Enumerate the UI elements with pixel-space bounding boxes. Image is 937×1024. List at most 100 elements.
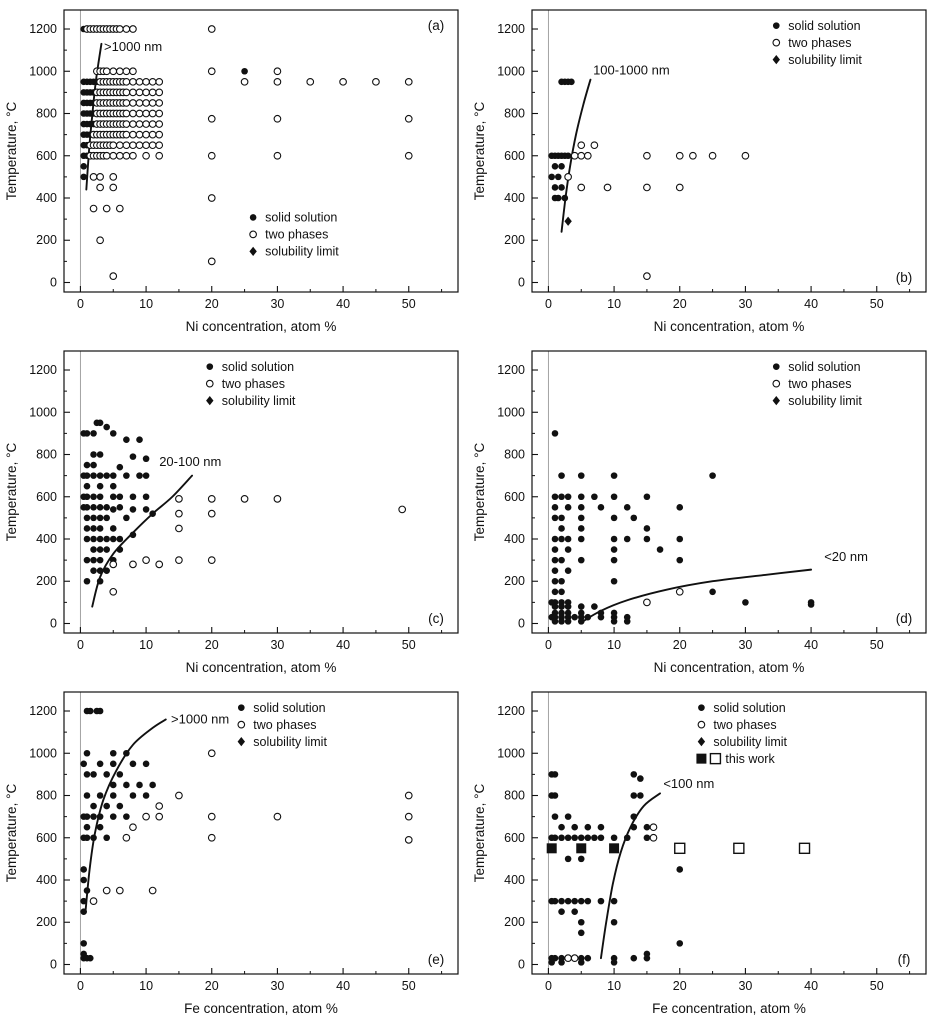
data-point [630, 792, 638, 799]
data-point [564, 535, 572, 543]
data-point [551, 588, 559, 596]
panel-letter-label: (a) [428, 18, 445, 33]
data-point [80, 940, 87, 947]
data-point [122, 833, 131, 842]
data-point [80, 908, 87, 915]
y-tick-label: 800 [504, 107, 525, 121]
legend-label: solubility limit [253, 735, 327, 749]
legend-filled-circle-icon [238, 704, 245, 711]
data-point [577, 618, 585, 625]
x-tick-label: 30 [270, 297, 284, 311]
data-point [610, 514, 618, 522]
panel-letter-label: (f) [898, 952, 911, 967]
plot-frame [531, 691, 927, 975]
data-point [96, 472, 104, 479]
y-tick-label: 400 [36, 873, 57, 887]
data-point [96, 173, 104, 181]
data-points [548, 430, 815, 625]
data-point [122, 25, 131, 33]
data-point [96, 504, 104, 511]
legend-label: two phases [265, 228, 328, 242]
data-point [142, 506, 150, 513]
data-point [83, 482, 91, 490]
x-tick-label: 50 [402, 979, 416, 993]
data-point [80, 760, 87, 768]
data-point [109, 67, 118, 76]
x-tick-label: 40 [336, 638, 350, 652]
data-point [551, 897, 559, 905]
panel-letter-label: (d) [896, 611, 913, 626]
data-point [109, 173, 118, 181]
x-axis-label: Fe concentration, atom % [652, 1001, 806, 1016]
data-point [568, 78, 575, 86]
data-point [96, 236, 104, 245]
data-point [103, 771, 110, 778]
data-point [83, 504, 91, 511]
data-point [122, 99, 131, 107]
data-point [558, 514, 565, 522]
data-point [90, 802, 97, 810]
panel-e: 0 10 20 30 40 50 0 200 400 600 800 1000 1200 Fe conce… [0, 682, 468, 1024]
data-point [207, 833, 216, 842]
data-point [129, 531, 137, 539]
data-point [103, 535, 110, 543]
data-point [240, 77, 249, 86]
data-point [742, 599, 749, 606]
data-point [404, 836, 413, 844]
data-point [339, 77, 347, 86]
x-tick-label: 40 [336, 979, 350, 993]
chart-a: 0 10 20 30 40 50 0 200 400 600 800 1000 1200 Ni conce… [4, 9, 459, 334]
data-point [83, 556, 91, 564]
panel-a: 0 10 20 30 40 50 0 200 400 600 800 1000 1200 Ni conce… [0, 0, 468, 341]
data-point [609, 843, 620, 854]
y-tick-label: 200 [36, 915, 57, 929]
data-point [577, 514, 585, 522]
y-tick-label: 1000 [29, 64, 57, 78]
data-point [102, 886, 111, 895]
data-point [115, 151, 124, 160]
x-tick-label: 50 [402, 297, 416, 311]
data-point [123, 472, 130, 479]
data-point [207, 114, 216, 123]
data-point [155, 99, 164, 107]
legend-label: solid solution [265, 211, 337, 225]
data-point [96, 813, 104, 820]
data-point [623, 535, 631, 543]
data-point [129, 67, 137, 76]
chart-d: 0 10 20 30 40 50 0 200 400 600 800 1000 1200 Ni conce… [472, 350, 927, 675]
data-point [90, 430, 97, 437]
data-point [155, 130, 164, 139]
data-point [564, 834, 572, 842]
chart-c: 0 10 20 30 40 50 0 200 400 600 800 1000 1200 Ni conce… [4, 350, 459, 675]
data-point [115, 886, 124, 895]
data-point [610, 834, 618, 842]
data-point [142, 760, 150, 768]
data-point [129, 25, 137, 33]
data-point [109, 813, 117, 820]
data-point [551, 771, 559, 778]
data-point [96, 823, 104, 831]
data-point [577, 493, 585, 501]
data-point [207, 151, 216, 160]
data-point [90, 514, 97, 522]
y-tick-label: 400 [36, 532, 57, 546]
data-point [90, 834, 97, 842]
chart-f: 0 10 20 30 40 50 0 200 400 600 800 1000 1200 Fe conce… [472, 691, 927, 1016]
data-point [577, 141, 586, 150]
legend-filled-diamond-icon [697, 737, 706, 747]
data-point [148, 77, 157, 86]
data-point [597, 504, 605, 511]
data-point [577, 959, 585, 966]
axis-ticks: 0 10 20 30 40 50 0 200 400 600 800 1000 1200 [497, 704, 911, 993]
data-point [135, 88, 144, 97]
legend-filled-diamond-icon [772, 396, 780, 406]
data-point [96, 525, 104, 532]
legend-filled-square-icon [696, 753, 707, 764]
data-point [675, 151, 684, 160]
data-point [123, 514, 130, 522]
data-point [102, 67, 111, 76]
data-point [583, 151, 592, 160]
data-point [83, 771, 91, 778]
data-point [122, 120, 131, 128]
panel-f: 0 10 20 30 40 50 0 200 400 600 800 1000 1200 Fe conce… [468, 682, 937, 1024]
